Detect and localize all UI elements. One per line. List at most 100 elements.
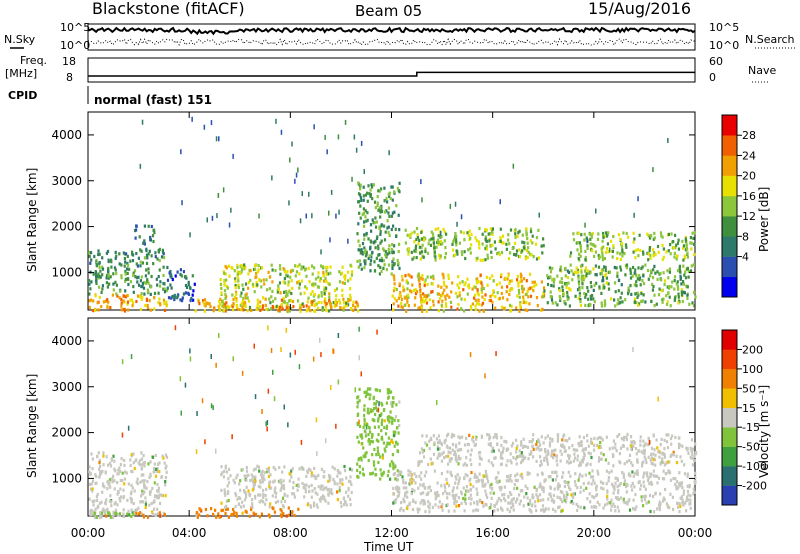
colorbar-swatch: [722, 368, 737, 389]
velocity-cell: [427, 462, 430, 467]
power-cell: [247, 299, 251, 303]
nsky-label: N.Sky: [4, 33, 36, 46]
velocity-cell: [157, 462, 160, 466]
velocity-cell: [602, 453, 605, 457]
power-cell: [132, 271, 135, 275]
power-cell: [651, 276, 655, 280]
velocity-cell: [567, 483, 570, 487]
power-cell: [224, 296, 227, 301]
power-cell: [368, 192, 371, 196]
power-cell: [549, 270, 553, 274]
velocity-cell: [645, 501, 648, 505]
power-cell: [156, 257, 159, 261]
velocity-cell: [180, 410, 182, 416]
power-cell: [654, 253, 657, 257]
velocity-cell: [402, 486, 405, 490]
velocity-cell: [652, 458, 655, 462]
power-cell: [330, 189, 333, 195]
power-cell: [360, 140, 363, 146]
velocity-cell: [454, 475, 457, 479]
velocity-cell: [592, 448, 596, 452]
velocity-cell: [116, 503, 119, 507]
colorbar-swatch: [722, 446, 737, 467]
velocity-cell: [164, 483, 167, 487]
velocity-cell: [672, 453, 675, 457]
power-cell: [440, 303, 443, 307]
velocity-cell: [513, 487, 516, 491]
velocity-cell: [682, 489, 686, 493]
velocity-cell: [444, 489, 447, 493]
velocity-cell: [252, 485, 255, 489]
velocity-cell: [572, 492, 575, 496]
velocity-cell: [522, 457, 525, 461]
power-cell: [549, 295, 552, 299]
velocity-cell: [266, 420, 269, 426]
power-cell: [153, 296, 156, 300]
velocity-cell: [466, 442, 469, 446]
power-cell: [562, 292, 565, 296]
power-cell: [656, 244, 660, 249]
power-cell: [651, 282, 654, 286]
velocity-cell: [370, 435, 374, 439]
velocity-cell: [374, 402, 377, 406]
power-cell: [692, 263, 695, 267]
power-cell: [637, 266, 640, 270]
power-cell: [329, 271, 332, 275]
power-cell: [282, 296, 285, 300]
velocity-cell: [537, 445, 540, 449]
power-cell: [500, 274, 503, 279]
velocity-cell: [396, 426, 399, 430]
power-cell: [124, 272, 127, 276]
power-cell: [285, 306, 288, 310]
velocity-cell: [495, 434, 498, 438]
velocity-cell: [375, 438, 378, 442]
velocity-cell: [129, 463, 132, 467]
power-cell: [567, 270, 571, 274]
velocity-cell: [280, 500, 283, 504]
power-cell: [616, 302, 619, 306]
power-cell: [574, 294, 577, 298]
velocity-cell: [373, 447, 376, 452]
power-cell: [686, 251, 689, 255]
velocity-cell: [321, 494, 324, 498]
power-cell: [586, 286, 589, 290]
power-cell: [248, 305, 252, 310]
velocity-cell: [589, 440, 593, 445]
power-cell: [222, 308, 225, 312]
power-cell: [391, 260, 394, 264]
power-cell: [551, 278, 554, 282]
power-cell: [421, 197, 423, 203]
velocity-cell: [89, 472, 92, 476]
velocity-cell: [558, 496, 561, 500]
power-cell: [632, 265, 635, 270]
nave-label: Nave: [748, 64, 776, 77]
power-cell: [148, 299, 151, 303]
power-cell: [363, 220, 366, 224]
velocity-cell: [476, 502, 479, 506]
power-cell: [388, 251, 391, 255]
velocity-cell: [501, 456, 504, 460]
velocity-cell: [212, 512, 215, 516]
velocity-cell: [111, 515, 115, 519]
power-cell: [397, 261, 400, 265]
power-cell: [179, 268, 182, 272]
velocity-cell: [325, 438, 327, 444]
velocity-cell: [269, 473, 272, 477]
power-cell: [305, 274, 308, 278]
power-cell: [478, 309, 481, 313]
velocity-cell: [259, 493, 262, 497]
velocity-cell: [526, 445, 530, 450]
power-cell: [500, 273, 503, 277]
velocity-cell: [642, 439, 645, 443]
velocity-cell: [457, 435, 460, 439]
velocity-cell: [662, 469, 665, 473]
velocity-cell: [563, 446, 566, 450]
velocity-cell: [151, 486, 154, 490]
velocity-cell: [257, 493, 260, 497]
power-cell: [577, 296, 580, 300]
power-cell: [444, 297, 447, 301]
power-cell: [382, 247, 385, 251]
velocity-cell: [453, 434, 456, 438]
velocity-cell: [296, 488, 299, 492]
velocity-cell: [146, 480, 149, 484]
